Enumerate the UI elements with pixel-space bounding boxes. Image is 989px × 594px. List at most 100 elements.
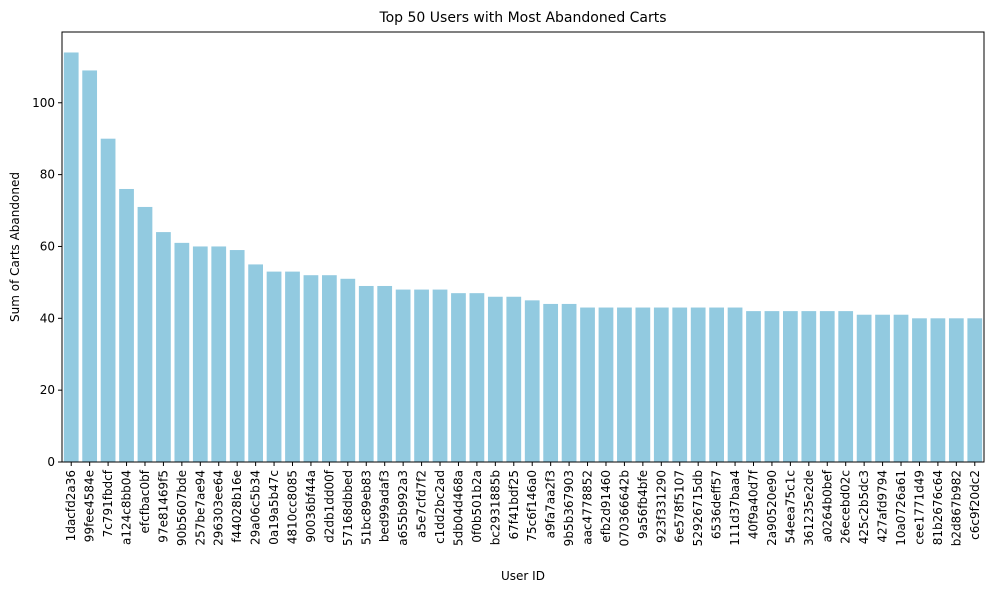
bar-efcfbac0bf [137, 206, 153, 462]
bar-aac4778852 [580, 307, 595, 462]
bar-111d37baa4 [727, 307, 743, 462]
bar-67f41bdf25 [506, 296, 522, 462]
x-tick-label: 57168dbbed [341, 470, 355, 546]
x-tick-label: a9fa7aa2f3 [544, 470, 558, 538]
y-axis-label: Sum of Carts Abandoned [8, 172, 22, 322]
y-tick-label: 20 [40, 383, 55, 397]
x-tick-label: c1dd2bc2ad [433, 470, 447, 544]
bar-bed99adaf3 [377, 285, 393, 462]
bar-29a06c5b34 [248, 264, 263, 462]
bar-97e81469f5 [156, 232, 171, 462]
bar-57168dbbed [340, 278, 356, 462]
bar-81b2676c64 [930, 318, 946, 462]
bar-40f9a40d7f [746, 311, 761, 462]
x-tick-label: 111d37baa4 [728, 470, 742, 546]
bar-26ecebd02c [838, 311, 854, 462]
x-tick-label: 99fee4584e [83, 470, 97, 542]
bar-90b5607bde [174, 242, 190, 462]
bar-a9fa7aa2f3 [543, 303, 559, 462]
y-axis: 0 20 40 60 80 100 [32, 96, 62, 469]
bar-425c2b5dc3 [856, 314, 872, 462]
bar-923f331290 [653, 307, 669, 462]
x-tick-label: 427afd9794 [876, 470, 890, 543]
bar-6e578f5107 [672, 307, 688, 462]
x-tick-label: 425c2b5dc3 [857, 470, 871, 544]
x-tick-label: a0264b0bef [820, 469, 834, 542]
bar-efb2d91460 [598, 307, 614, 462]
bar-6536deff57 [709, 307, 724, 462]
x-tick-label: 5db04d468a [451, 470, 465, 546]
bar-d2db1dd00f [322, 275, 337, 462]
x-tick-label: 26ecebd02c [839, 470, 853, 544]
x-tick-label: 7c791fbdcf [101, 469, 115, 537]
x-tick-label: 296303ee64 [212, 470, 226, 546]
bar-cee1771d49 [912, 318, 927, 462]
x-tick-label: cee1771d49 [912, 470, 926, 545]
chart-title: Top 50 Users with Most Abandoned Carts [378, 10, 666, 26]
bar-a5e7cfd7f2 [414, 289, 429, 462]
x-tick-label: b2d867b982 [949, 470, 963, 546]
bar-54eea75c1c [783, 311, 798, 462]
bar-0a19a5b47c [266, 271, 282, 462]
bar-75c6f146a0 [524, 300, 540, 462]
x-tick-label: 52926715db [691, 470, 705, 546]
x-tick-label: 4810cc8085 [286, 470, 300, 544]
x-tick-label: 257be7ae94 [193, 470, 207, 546]
y-tick-label: 80 [40, 168, 55, 182]
bar-99fee4584e [82, 70, 98, 462]
x-tick-label: 1dacfd2a36 [64, 470, 78, 541]
x-tick-label: a5e7cfd7f2 [415, 470, 429, 538]
bar-7c791fbdcf [100, 138, 116, 462]
x-tick-label: 070366642b [617, 470, 631, 546]
x-tick-label: 81b2676c64 [931, 470, 945, 545]
y-tick-label: 0 [47, 455, 55, 469]
bar-1dacfd2a36 [63, 52, 79, 462]
x-tick-label: efb2d91460 [599, 470, 613, 543]
bar-5db04d468a [451, 293, 466, 462]
bar-2a90520e90 [764, 311, 780, 462]
x-tick-label: 9a56fb4bfe [636, 470, 650, 539]
x-axis: 1dacfd2a36 99fee4584e 7c791fbdcf a124c8bb04… [64, 462, 982, 546]
bar-51bc89eb83 [358, 285, 374, 462]
x-tick-label: 90036bf44a [304, 470, 318, 543]
bar-361235e2de [801, 311, 817, 462]
x-tick-label: bc2931885b [488, 470, 502, 545]
x-tick-label: 40f9a40d7f [747, 469, 761, 539]
x-axis-label: User ID [501, 569, 545, 583]
bar-c6c9f20dc2 [967, 318, 983, 462]
bar-bc2931885b [487, 296, 503, 462]
bar-a124c8bb04 [119, 188, 134, 463]
bar-a655b992a3 [395, 289, 411, 462]
x-tick-label: d2db1dd00f [322, 469, 336, 543]
bars-group [63, 52, 983, 463]
bar-257be7ae94 [192, 246, 208, 462]
bar-4810cc8085 [285, 271, 300, 462]
x-tick-label: 54eea75c1c [783, 470, 797, 544]
x-tick-label: bed99adaf3 [378, 470, 392, 542]
plot-frame [61, 31, 985, 463]
x-tick-label: 10a0726a61 [894, 470, 908, 546]
x-tick-label: 51bc89eb83 [359, 470, 373, 545]
x-tick-label: a124c8bb04 [120, 470, 134, 545]
bar-0f0b501b2a [469, 293, 485, 462]
bar-b2d867b982 [948, 318, 964, 462]
x-tick-label: 0f0b501b2a [470, 470, 484, 543]
bar-070366642b [617, 307, 632, 462]
x-tick-label: 6e578f5107 [673, 470, 687, 543]
x-tick-label: 67f41bdf25 [507, 470, 521, 540]
x-tick-label: 9b5b367903 [562, 470, 576, 546]
x-tick-label: efcfbac0bf [138, 469, 152, 533]
x-tick-label: f44028b16e [230, 470, 244, 543]
x-tick-label: 29a06c5b34 [249, 470, 263, 545]
x-tick-label: 2a90520e90 [765, 470, 779, 546]
x-tick-label: 923f331290 [654, 470, 668, 543]
bar-9a56fb4bfe [635, 307, 651, 462]
x-tick-label: 0a19a5b47c [267, 470, 281, 545]
y-tick-label: 100 [32, 96, 55, 110]
bar-90036bf44a [303, 275, 319, 462]
x-tick-label: a655b992a3 [396, 470, 410, 546]
bar-f44028b16e [229, 250, 245, 462]
bar-9b5b367903 [561, 303, 577, 462]
x-tick-label: c6c9f20dc2 [968, 470, 982, 540]
